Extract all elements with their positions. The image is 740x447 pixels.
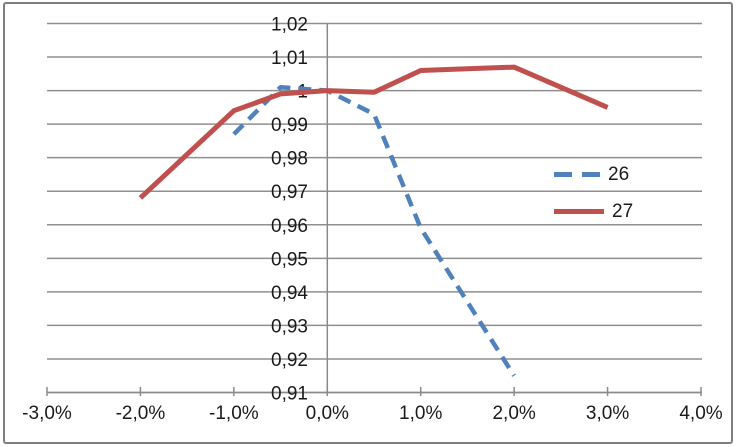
y-tick-label: 0,97 bbox=[271, 182, 308, 203]
series-27-line[interactable] bbox=[138, 64, 609, 200]
legend-item-26[interactable]: 26 bbox=[554, 156, 633, 193]
legend-marker-dashed-icon bbox=[554, 172, 600, 177]
legend-item-27[interactable]: 27 bbox=[554, 193, 633, 230]
chart-legend: 26 27 bbox=[554, 156, 633, 230]
x-tick-label: 1,0% bbox=[399, 403, 442, 424]
x-tick-label: 0,0% bbox=[306, 403, 349, 424]
x-tick-label: -2,0% bbox=[116, 403, 166, 424]
legend-label-27: 27 bbox=[612, 201, 634, 222]
x-tick-label: 4,0% bbox=[679, 403, 722, 424]
y-tick-label: 0,95 bbox=[271, 249, 308, 270]
y-tick-label: 0,94 bbox=[271, 283, 308, 304]
legend-label-26: 26 bbox=[608, 164, 630, 185]
x-tick-label: 2,0% bbox=[492, 403, 535, 424]
y-tick-label: 0,93 bbox=[271, 316, 308, 337]
x-tick-label: -1,0% bbox=[209, 403, 259, 424]
legend-marker-solid-icon bbox=[554, 209, 604, 214]
series-26-line[interactable] bbox=[232, 84, 517, 377]
y-tick-label: 0,99 bbox=[271, 115, 308, 136]
y-tick-label: 0,98 bbox=[271, 149, 308, 170]
y-tick-label: 0,92 bbox=[271, 350, 308, 371]
chart-outer-border bbox=[3, 2, 733, 444]
y-tick-label: 0,96 bbox=[271, 216, 308, 237]
y-tick-label: 1,01 bbox=[271, 48, 308, 69]
x-tick-label: -3,0% bbox=[22, 403, 72, 424]
y-tick-label: 1,02 bbox=[271, 15, 308, 36]
x-tick-label: 3,0% bbox=[586, 403, 629, 424]
y-tick-label: 0,91 bbox=[271, 384, 308, 405]
